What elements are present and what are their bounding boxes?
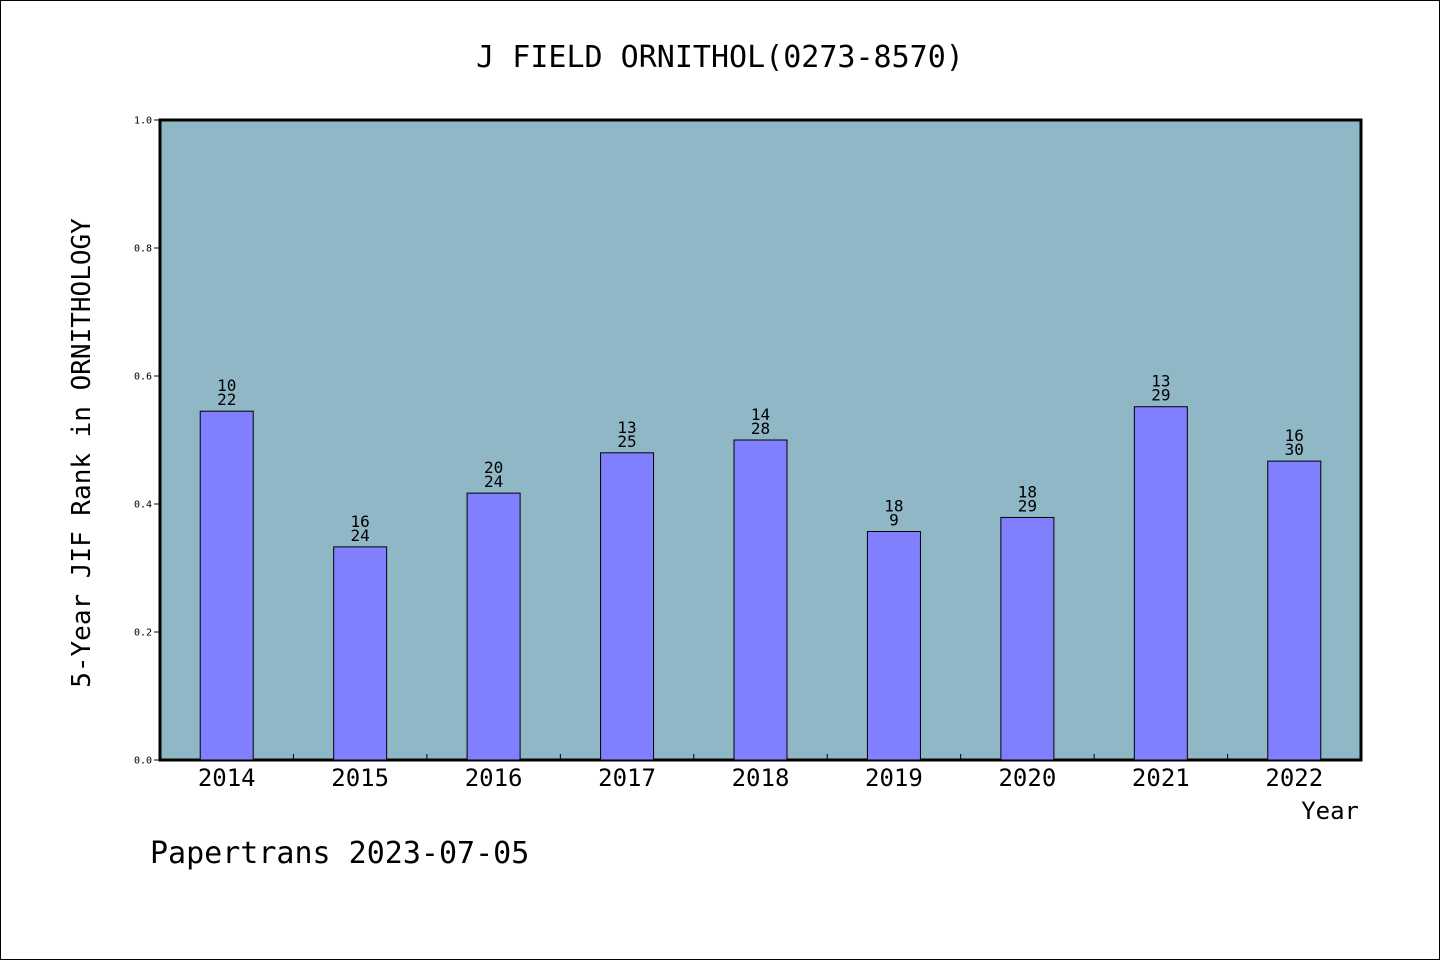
bar-2014 [199,410,254,761]
data-label-top-2016: 20 [484,458,503,477]
bar-2018 [733,439,788,761]
x-tick-label-2019: 2019 [865,764,923,792]
data-label-bottom-2018: 28 [751,419,770,438]
y-tick-label-0.2: 0.2 [134,628,152,639]
bar-2016 [466,492,521,761]
bar-2022 [1267,460,1322,761]
data-label-bottom-2016: 24 [484,472,503,491]
x-tick-label-2016: 2016 [465,764,523,792]
bar-2020 [1000,516,1055,761]
data-label-top-2017: 13 [617,418,636,437]
data-label-bottom-2014: 22 [217,390,236,409]
y-axis-label: 5-Year JIF Rank in ORNITHOLOGY [67,218,97,688]
footer-credit: Papertrans 2023-07-05 [150,836,529,871]
x-tick-label-2014: 2014 [198,764,256,792]
data-label-bottom-2015: 24 [351,526,370,545]
chart-title: J FIELD ORNITHOL(0273-8570) [476,40,964,75]
data-label-bottom-2021: 29 [1151,386,1170,405]
data-label-top-2015: 16 [351,512,370,531]
x-tick-label-2020: 2020 [998,764,1056,792]
data-label-top-2022: 16 [1285,426,1304,445]
data-label-top-2018: 14 [751,405,770,424]
data-label-top-2021: 13 [1151,372,1170,391]
y-tick-label-0.8: 0.8 [134,244,152,255]
data-label-bottom-2020: 29 [1018,496,1037,515]
bar-2019 [866,531,921,761]
y-tick-label-0.6: 0.6 [134,372,152,383]
data-label-bottom-2022: 30 [1285,440,1304,459]
bar-2021 [1133,406,1188,761]
bar-2017 [600,452,655,761]
x-tick-label-2022: 2022 [1265,764,1323,792]
data-label-top-2020: 18 [1018,482,1037,501]
y-tick-label-1.0: 1.0 [134,116,152,127]
data-label-bottom-2017: 25 [617,432,636,451]
data-label-top-2019: 18 [884,497,903,516]
y-tick-label-0.4: 0.4 [134,500,152,511]
x-axis-label: Year [1301,797,1359,825]
bar-2015 [333,546,388,761]
x-tick-label-2018: 2018 [732,764,790,792]
x-tick-label-2015: 2015 [331,764,389,792]
x-tick-label-2017: 2017 [598,764,656,792]
x-tick-label-2021: 2021 [1132,764,1190,792]
data-label-bottom-2019: 9 [889,511,899,530]
data-label-top-2014: 10 [217,376,236,395]
y-tick-label-0.0: 0.0 [134,756,152,767]
